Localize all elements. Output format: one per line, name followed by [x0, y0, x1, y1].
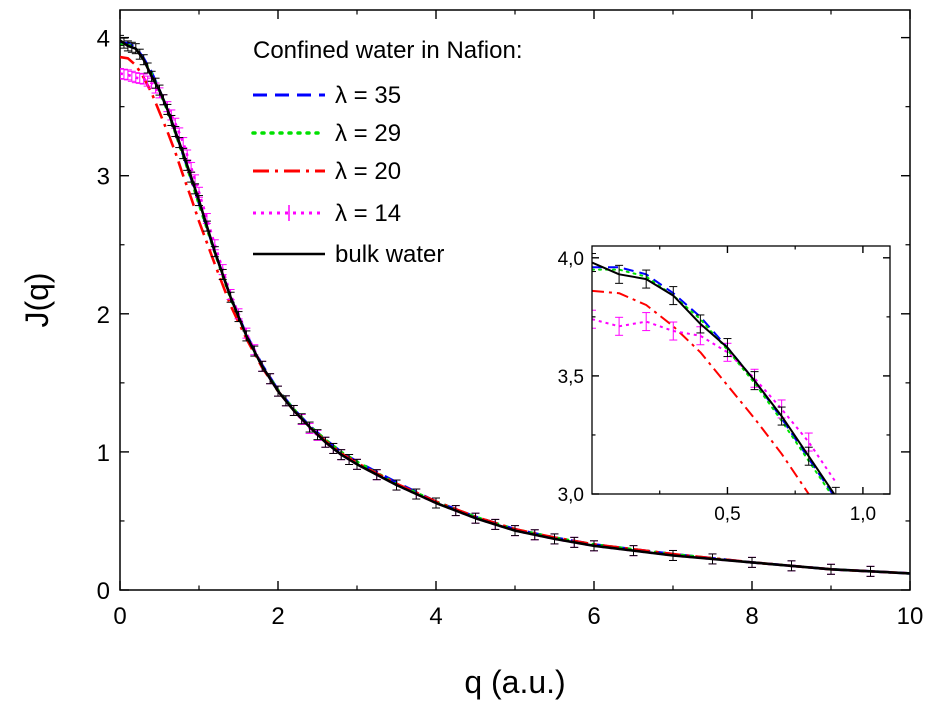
inset-x-tick-label: 1,0 — [850, 504, 876, 525]
main-y-tick-label: 1 — [97, 440, 110, 467]
legend-label-lambda-20: λ = 20 — [335, 158, 401, 185]
main-y-tick-label: 0 — [97, 578, 110, 605]
inset-series-lines — [592, 253, 840, 494]
legend-label-lambda-35: λ = 35 — [335, 82, 401, 109]
legend-label-lambda-29: λ = 29 — [335, 120, 401, 147]
inset-frame — [591, 245, 891, 495]
inset-y-tick-label: 4,0 — [558, 249, 584, 270]
main-x-tick-label: 2 — [271, 603, 284, 630]
y-axis-title: J(q) — [19, 272, 55, 327]
main-axis-ticks: 0 2 4 6 8 10 0 1 2 3 4 — [97, 10, 924, 630]
main-x-tick-label: 4 — [429, 603, 442, 630]
legend-label-lambda-14: λ = 14 — [335, 200, 401, 227]
inset-y-tick-label: 3,0 — [558, 485, 584, 506]
inset-series-line-lambda-20 — [592, 289, 810, 494]
main-x-tick-label: 6 — [587, 603, 600, 630]
legend-label-bulk-water: bulk water — [335, 241, 444, 268]
x-axis-title: q (a.u.) — [464, 664, 565, 700]
inset-series-line-lambda-14 — [592, 318, 837, 483]
legend: Confined water in Nafion: λ = 35 λ = 29 … — [251, 37, 522, 268]
inset-background — [592, 246, 890, 494]
main-y-tick-label: 4 — [97, 26, 110, 53]
main-series-lines — [120, 34, 910, 577]
main-x-tick-label: 0 — [113, 603, 126, 630]
inset-axis-ticks: 0,5 1,0 3,0 3,5 4,0 — [558, 246, 890, 525]
main-y-tick-label: 2 — [97, 302, 110, 329]
main-y-tick-label: 3 — [97, 164, 110, 191]
legend-title: Confined water in Nafion: — [253, 37, 522, 64]
inset-y-tick-label: 3,5 — [558, 367, 584, 388]
inset-x-tick-label: 0,5 — [714, 504, 740, 525]
main-x-tick-label: 8 — [745, 603, 758, 630]
main-x-tick-label: 10 — [897, 603, 924, 630]
